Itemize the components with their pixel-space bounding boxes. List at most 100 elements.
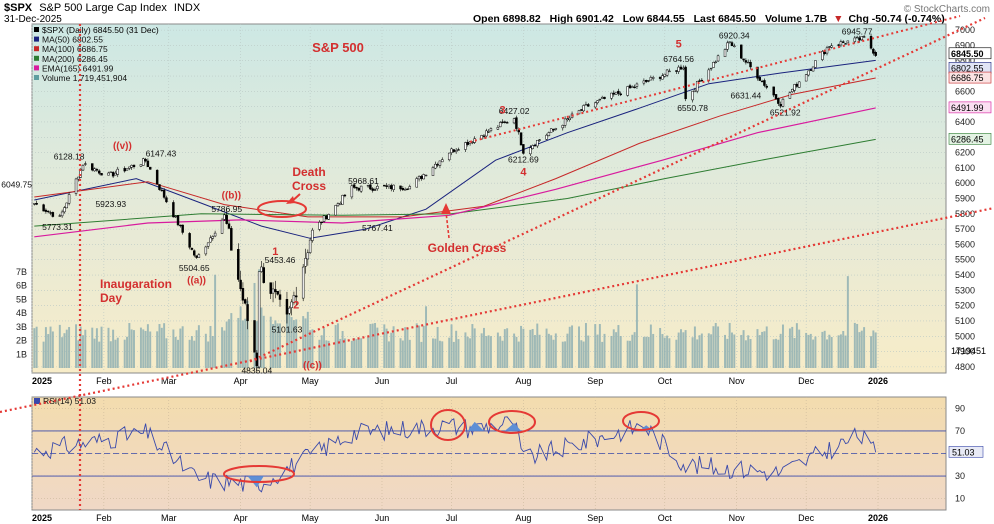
price-tick-label: 5400 [955, 270, 975, 280]
volume-bar [846, 276, 849, 368]
candle-body [93, 168, 96, 172]
volume-bar [246, 300, 249, 368]
legend-entry: $SPX (Daily) 6845.50 (31 Dec) [42, 25, 159, 35]
volume-bar [823, 330, 826, 368]
volume-bar [601, 341, 604, 368]
candle-body [549, 128, 553, 133]
candle-body [336, 203, 340, 207]
volume-bar [747, 335, 750, 368]
volume-bar [285, 305, 288, 368]
volume-bar [635, 284, 638, 368]
volume-bar [652, 333, 655, 368]
volume-bar [408, 339, 411, 368]
rsi-x-tick-label: Jul [446, 513, 458, 523]
volume-bar [826, 339, 828, 368]
volume-bar [209, 325, 212, 368]
candle-body [563, 118, 567, 126]
volume-bar [75, 324, 78, 368]
volume-bar [149, 331, 152, 368]
candle-body [756, 66, 759, 79]
candle-body [144, 158, 147, 162]
inauguration-label-1: Inaugaration [100, 277, 172, 291]
volume-bar [571, 325, 574, 368]
price-tick-label: 7000 [955, 25, 975, 35]
volume-bar [133, 330, 135, 368]
volume-bar [204, 333, 207, 368]
candle-body [733, 45, 736, 48]
candle-body [793, 84, 796, 91]
volume-bar [63, 333, 66, 368]
candle-body [125, 168, 129, 171]
price-annotation: 5767.41 [362, 223, 393, 233]
volume-bar [485, 336, 488, 368]
candle-body [139, 164, 143, 167]
candle-body [95, 169, 99, 171]
candle-body [197, 254, 201, 258]
volume-value: Volume 1.7B [765, 13, 828, 25]
candle-body [123, 168, 126, 172]
price-x-axis: 2025 Feb Mar Apr May Jun Jul Aug Sep Oct Nov Dec 202… [32, 376, 888, 386]
candle-body [568, 117, 571, 120]
candle-body [274, 289, 277, 293]
candle-body [552, 129, 555, 131]
volume-bar [114, 339, 117, 368]
legend-entry: MA(200) 6286.45 [42, 54, 108, 64]
volume-bar [853, 322, 856, 368]
candle-body [204, 246, 208, 255]
candle-body [693, 89, 697, 93]
candle-body [744, 60, 748, 63]
candle-body [49, 212, 52, 214]
volume-bar [856, 323, 859, 368]
candle-body [213, 232, 217, 237]
candle-body [814, 60, 817, 68]
candle-body [271, 288, 275, 294]
candle-body [246, 304, 249, 322]
volume-bar [515, 336, 518, 368]
chart-date: 31-Dec-2025 [4, 14, 62, 25]
candle-body [679, 66, 683, 70]
volume-bar [91, 327, 94, 368]
volume-bar [274, 320, 277, 368]
rsi-x-axis: 2025 Feb Mar Apr May Jun Jul Aug Sep Oct Nov Dec 202… [32, 513, 888, 523]
candle-body [587, 104, 590, 107]
volume-bar [594, 324, 597, 368]
candle-body [709, 67, 713, 70]
candle-body [730, 42, 734, 47]
last-value: Last 6845.50 [694, 13, 757, 25]
long-trendline [0, 206, 994, 414]
volume-tick-label: 1B [16, 349, 27, 359]
price-tick-label: 4800 [955, 362, 975, 372]
candle-body [239, 279, 242, 290]
candle-body [584, 104, 588, 106]
candle-body [320, 221, 323, 224]
volume-bar [302, 316, 305, 368]
volume-bar [550, 335, 553, 368]
rsi-x-tick-label: 2025 [32, 513, 52, 523]
volume-bar [645, 336, 648, 368]
volume-bar [744, 340, 747, 368]
volume-bar [473, 328, 476, 368]
candle-body [617, 90, 620, 94]
volume-bar [383, 324, 386, 368]
volume-bar [809, 333, 812, 368]
volume-bar [61, 337, 64, 368]
volume-bar [42, 341, 45, 368]
candle-body [257, 271, 261, 368]
volume-bar [207, 341, 210, 368]
volume-y-axis: 1B 2B 3B 4B 5B 6B 7B [16, 267, 27, 359]
open-value: Open 6898.82 [473, 13, 541, 25]
candle-body [406, 188, 409, 190]
candle-body [67, 194, 71, 204]
candle-body [554, 128, 558, 130]
volume-bar [714, 322, 717, 368]
volume-bar [193, 340, 196, 368]
candle-body [839, 41, 843, 46]
volume-bar [582, 341, 585, 368]
candle-body [452, 149, 456, 152]
candle-body [237, 249, 240, 280]
volume-bar [82, 335, 84, 368]
price-tick-label: 6800 [955, 56, 975, 66]
volume-bar [341, 331, 344, 368]
candle-body [695, 81, 699, 92]
